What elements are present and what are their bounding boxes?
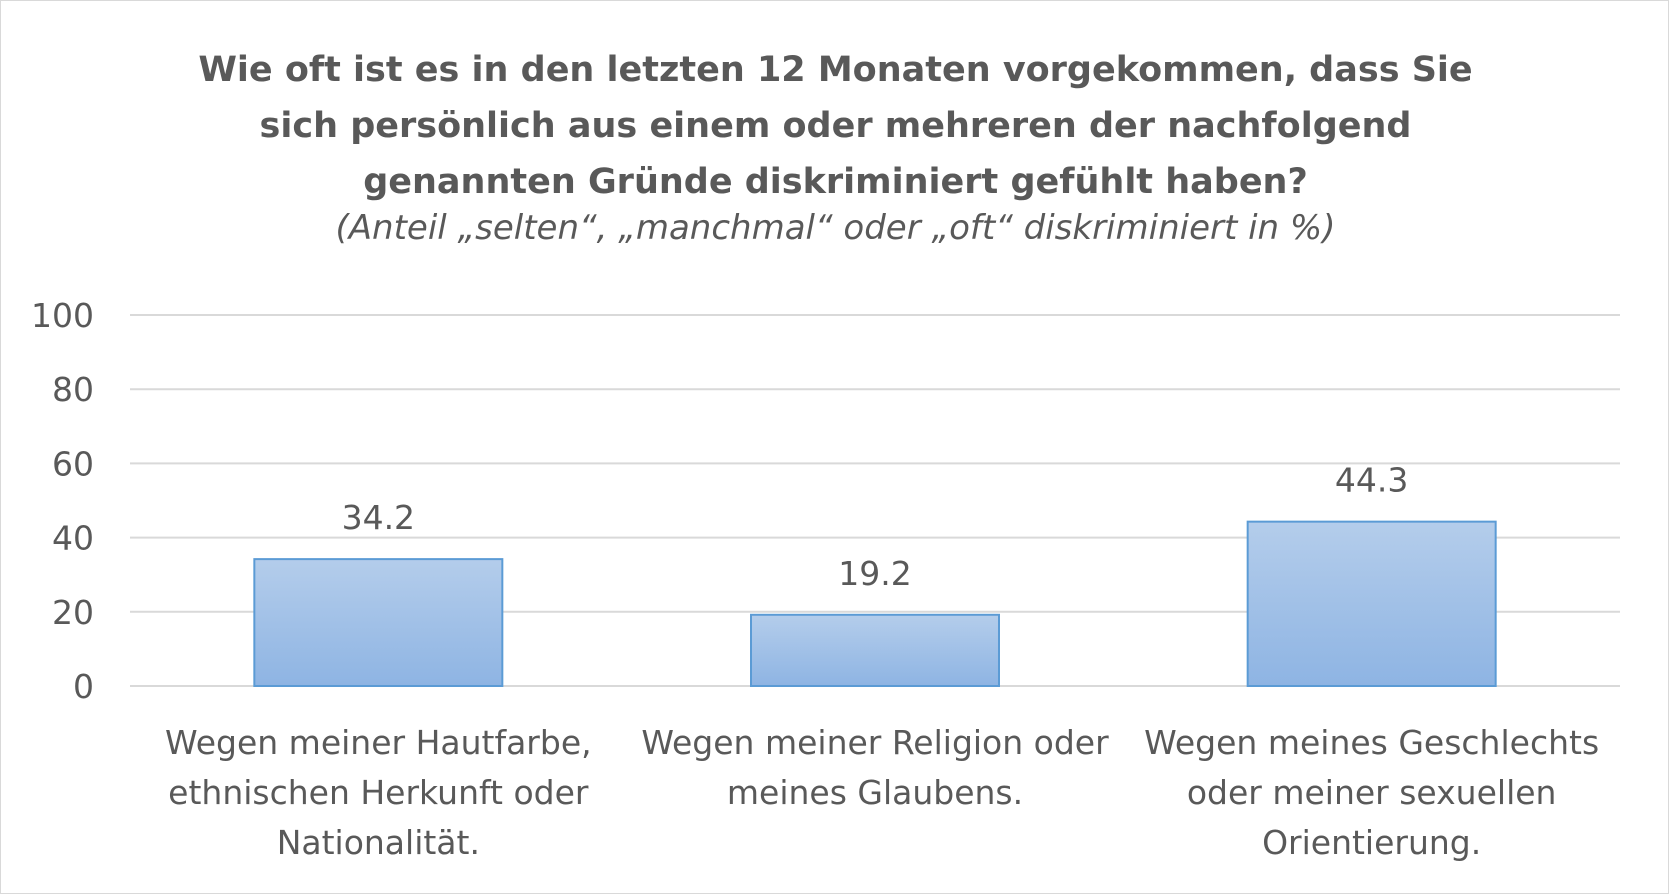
x-category-line: Wegen meines Geschlechts <box>1144 723 1600 762</box>
x-category-line: Orientierung. <box>1262 823 1482 862</box>
y-axis-ticks: 0 20 40 60 80 100 <box>31 296 94 706</box>
y-tick-label: 40 <box>52 519 94 558</box>
bar-2 <box>750 613 1000 688</box>
y-tick-label: 0 <box>73 667 94 706</box>
x-category-label-2: Wegen meiner Religion oder meines Glauben… <box>635 718 1115 818</box>
x-category-label-3: Wegen meines Geschlechts oder meiner sexu… <box>1132 718 1612 868</box>
chart-title-line-3: genannten Gründe diskriminiert gefühlt h… <box>363 162 1308 202</box>
x-category-line: oder meiner sexuellen <box>1186 773 1557 812</box>
y-tick-label: 60 <box>52 444 94 483</box>
y-tick-label: 100 <box>31 296 94 335</box>
x-category-line: ethnischen Herkunft oder <box>168 773 589 812</box>
chart-title: Wie oft ist es in den letzten 12 Monaten… <box>0 42 1671 210</box>
x-category-label-1: Wegen meiner Hautfarbe, ethnischen Herkun… <box>138 718 618 868</box>
data-label-3: 44.3 <box>1335 461 1408 500</box>
chart-title-line-1: Wie oft ist es in den letzten 12 Monaten… <box>198 50 1473 90</box>
x-category-line: Nationalität. <box>276 823 480 862</box>
bar-1 <box>253 558 504 687</box>
data-labels: 34.2 19.2 44.3 <box>342 461 1409 593</box>
y-tick-label: 20 <box>52 593 94 632</box>
data-label-1: 34.2 <box>342 498 415 537</box>
x-category-line: meines Glaubens. <box>726 773 1024 812</box>
x-category-line: Wegen meiner Religion oder <box>641 723 1109 762</box>
bars <box>253 520 1497 688</box>
data-label-2: 19.2 <box>838 554 911 593</box>
bar-3 <box>1246 520 1497 687</box>
y-tick-label: 80 <box>52 370 94 409</box>
chart-title-line-2: sich persönlich aus einem oder mehreren … <box>259 106 1412 146</box>
x-category-line: Wegen meiner Hautfarbe, <box>165 723 592 762</box>
chart-subtitle: (Anteil „selten“, „manchmal“ oder „oft“ … <box>335 208 1336 248</box>
